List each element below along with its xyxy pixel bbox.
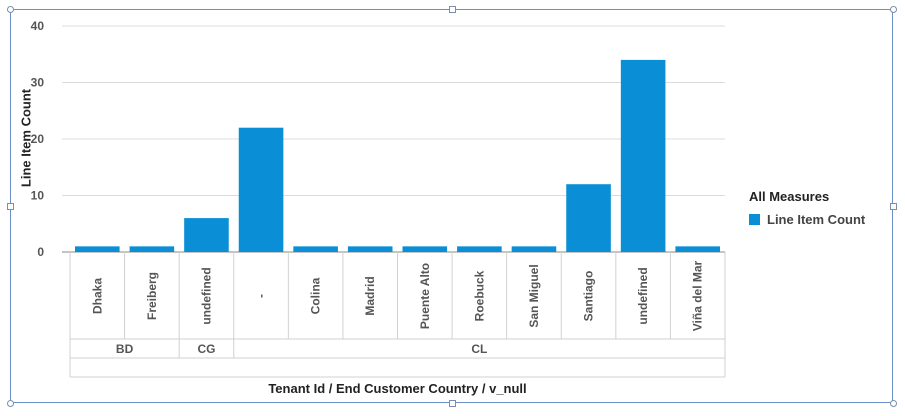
- x-tick-label: Santiago: [582, 271, 596, 322]
- resize-handle-left[interactable]: [7, 203, 14, 210]
- x-tick-label: Puente Alto: [418, 263, 432, 329]
- resize-handle-bottom-right[interactable]: [890, 400, 897, 407]
- group-label: CG: [197, 342, 215, 356]
- y-tick-label: 0: [37, 245, 44, 259]
- group-label: CL: [471, 342, 487, 356]
- bar-4: [293, 246, 338, 252]
- x-tick-label: Roebuck: [472, 270, 486, 321]
- bar-8: [511, 246, 557, 252]
- resize-handle-top-right[interactable]: [890, 6, 897, 13]
- bar-2: [184, 218, 229, 252]
- x-axis-title: Tenant Id / End Customer Country / v_nul…: [268, 381, 527, 396]
- bar-11: [675, 246, 720, 252]
- resize-handle-top-left[interactable]: [7, 6, 14, 13]
- bar-6: [402, 246, 448, 252]
- y-tick-label: 30: [31, 76, 45, 90]
- resize-handle-top[interactable]: [449, 6, 456, 13]
- resize-handle-bottom-left[interactable]: [7, 400, 14, 407]
- group-label: BD: [116, 342, 134, 356]
- x-tick-label: Viña del Mar: [691, 260, 705, 331]
- resize-handle-bottom[interactable]: [449, 400, 456, 407]
- x-tick-label: -: [254, 294, 268, 298]
- legend: All Measures Line Item Count: [749, 189, 865, 227]
- x-tick-label: undefined: [636, 267, 650, 324]
- legend-swatch: [749, 214, 760, 225]
- bar-1: [129, 246, 175, 252]
- y-tick-label: 40: [31, 19, 45, 33]
- bar-0: [75, 246, 120, 252]
- x-tick-label: Freiberg: [145, 272, 159, 320]
- legend-title: All Measures: [749, 189, 830, 204]
- bar-7: [457, 246, 502, 252]
- bar-5: [347, 246, 393, 252]
- x-tick-label: undefined: [199, 267, 213, 324]
- x-tick-label: Colina: [309, 277, 323, 314]
- resize-handle-right[interactable]: [890, 203, 897, 210]
- y-axis-title: Line Item Count: [18, 88, 34, 188]
- bar-10: [620, 59, 666, 253]
- bar-9: [566, 184, 611, 252]
- x-tick-label: Madrid: [363, 276, 377, 315]
- bar-3: [238, 127, 284, 252]
- x-tick-label: San Miguel: [527, 264, 541, 327]
- x-tick-label: Dhaka: [90, 278, 104, 314]
- y-tick-label: 20: [31, 132, 45, 146]
- y-tick-label: 10: [31, 189, 45, 203]
- legend-item[interactable]: Line Item Count: [749, 212, 865, 227]
- legend-label: Line Item Count: [767, 212, 866, 227]
